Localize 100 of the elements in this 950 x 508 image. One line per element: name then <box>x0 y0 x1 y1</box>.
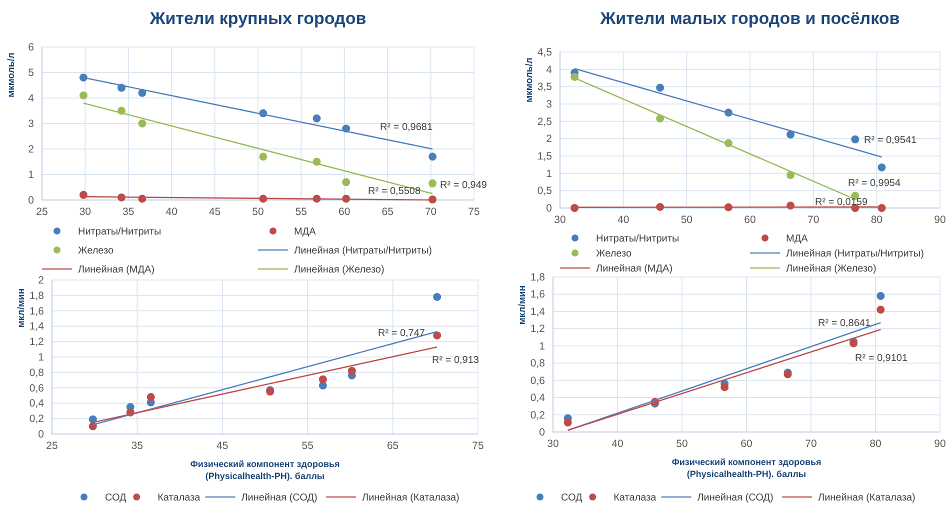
annotation: R² = 0,8641 <box>818 318 871 329</box>
legend-label: Линейная (МДА) <box>78 264 155 276</box>
x-tick-label: 50 <box>676 438 688 450</box>
point <box>786 171 795 180</box>
x-tick-label: 50 <box>680 214 693 226</box>
y-tick-label: 2 <box>28 144 34 156</box>
x-tick-label: 65 <box>382 206 394 218</box>
x-tick-label: 45 <box>216 440 228 452</box>
point <box>851 135 860 144</box>
legend-label: Линейная (МДА) <box>596 264 673 274</box>
y-tick-label: 4 <box>546 64 552 76</box>
x-tick-label: 25 <box>36 206 48 218</box>
x-axis-title: Физический компонент здоровья (Physicalhealth-PH). баллы <box>190 459 340 481</box>
y-axis-title: мкл/мин <box>517 285 528 325</box>
y-tick-label: 0,6 <box>29 382 44 394</box>
legend-label: Линейная (Каталаза) <box>818 492 916 504</box>
legend-label: Каталаза <box>158 492 201 504</box>
y-axis-title: мкл/мин <box>16 288 27 328</box>
y-tick-label: 1,8 <box>530 272 546 284</box>
point <box>79 91 88 100</box>
y-tick-label: 0,4 <box>530 392 546 404</box>
y-tick-label: 2 <box>546 133 552 146</box>
point <box>312 114 321 122</box>
legend-label: Линейная (Нитраты/Нитриты) <box>294 246 432 256</box>
x-tick-label: 50 <box>252 206 264 218</box>
annotation: R² = 0,9541 <box>864 135 917 146</box>
y-tick-label: 0,8 <box>29 366 44 379</box>
legend-label: МДА <box>786 234 808 244</box>
y-tick-label: 3,5 <box>537 81 552 94</box>
y-tick-label: 1 <box>28 169 34 181</box>
legend-label: Линейная (Нитраты/Нитриты) <box>786 248 924 260</box>
x-tick-label: 30 <box>554 214 566 226</box>
chart-title: Жители малых городов и посёлков <box>599 9 900 28</box>
y-tick-label: 0,4 <box>29 398 44 410</box>
x-tick-label: 70 <box>807 214 820 226</box>
point <box>876 292 885 300</box>
x-tick-label: 25 <box>46 440 58 452</box>
x-tick-label: 90 <box>934 438 946 450</box>
x-tick-label: 40 <box>617 214 630 226</box>
x-tick-label: 55 <box>302 440 314 452</box>
y-tick-label: 1,4 <box>29 320 44 333</box>
legend-label: Линейная (Железо) <box>786 264 876 274</box>
y-tick-label: 2,5 <box>537 116 552 128</box>
legend-label: СОД <box>105 492 127 504</box>
point <box>564 418 572 427</box>
x-tick-label: 40 <box>612 438 624 450</box>
y-axis-title: мкмоль/л <box>524 58 535 102</box>
legend-label: Линейная (СОД) <box>241 492 318 504</box>
y-tick-label: 1 <box>546 168 552 180</box>
annotation: R² = 0,9681 <box>380 122 433 133</box>
y-tick-label: 5 <box>28 67 34 79</box>
x-tick-label: 45 <box>208 206 221 218</box>
x-axis-title: Физический компонент здоровья (Physicalhealth-PH). баллы <box>672 457 822 479</box>
x-tick-label: 75 <box>468 206 480 218</box>
point <box>138 120 146 128</box>
point <box>79 190 88 199</box>
x-tick-label: 30 <box>547 438 559 450</box>
y-tick-label: 0,6 <box>530 374 546 387</box>
x-tick-label: 40 <box>166 206 178 218</box>
y-axis-title: мкмоль/л <box>6 52 17 98</box>
point <box>570 72 579 81</box>
y-tick-label: 0 <box>546 202 552 214</box>
point <box>720 383 729 392</box>
chart-title: Жители крупных городов <box>148 9 366 28</box>
legend-label: Железо <box>596 248 632 260</box>
point <box>342 178 350 186</box>
x-tick-label: 65 <box>386 440 399 452</box>
y-tick-label: 1,8 <box>29 290 44 302</box>
annotation: R² = 0,913 <box>432 355 480 366</box>
legend-label: МДА <box>294 226 316 238</box>
y-tick-label: 1,6 <box>29 305 44 318</box>
y-tick-label: 0,2 <box>530 409 546 422</box>
y-tick-label: 4 <box>28 92 34 104</box>
y-tick-label: 1,5 <box>537 150 552 162</box>
annotation: R² = 0,747 <box>378 328 426 339</box>
x-tick-label: 75 <box>472 440 484 452</box>
legend-label: Нитраты/Нитриты <box>596 234 680 244</box>
y-tick-label: 0,8 <box>530 358 546 370</box>
x-tick-label: 35 <box>122 206 134 218</box>
x-tick-label: 30 <box>79 206 92 218</box>
y-tick-label: 0 <box>539 426 546 438</box>
y-tick-label: 3 <box>546 98 552 110</box>
x-tick-label: 35 <box>131 440 144 452</box>
y-tick-label: 4,5 <box>537 46 552 58</box>
legend-label: Линейная (Железо) <box>294 264 384 276</box>
x-tick-label: 60 <box>744 214 756 226</box>
y-tick-label: 0,5 <box>537 185 552 198</box>
legend-label: Линейная (СОД) <box>697 492 774 504</box>
point <box>656 84 664 92</box>
x-tick-label: 80 <box>870 438 882 450</box>
y-tick-label: 1,6 <box>530 288 546 301</box>
point <box>428 152 437 161</box>
x-tick-label: 60 <box>740 438 752 450</box>
legend-label: Линейная (Каталаза) <box>362 492 460 504</box>
point <box>318 375 327 384</box>
y-tick-label: 3 <box>28 118 34 130</box>
annotation: R² = 0,949 <box>440 180 488 191</box>
annotation: R² = 0,9954 <box>848 178 901 189</box>
point <box>348 366 356 375</box>
y-tick-label: 0 <box>38 428 44 440</box>
